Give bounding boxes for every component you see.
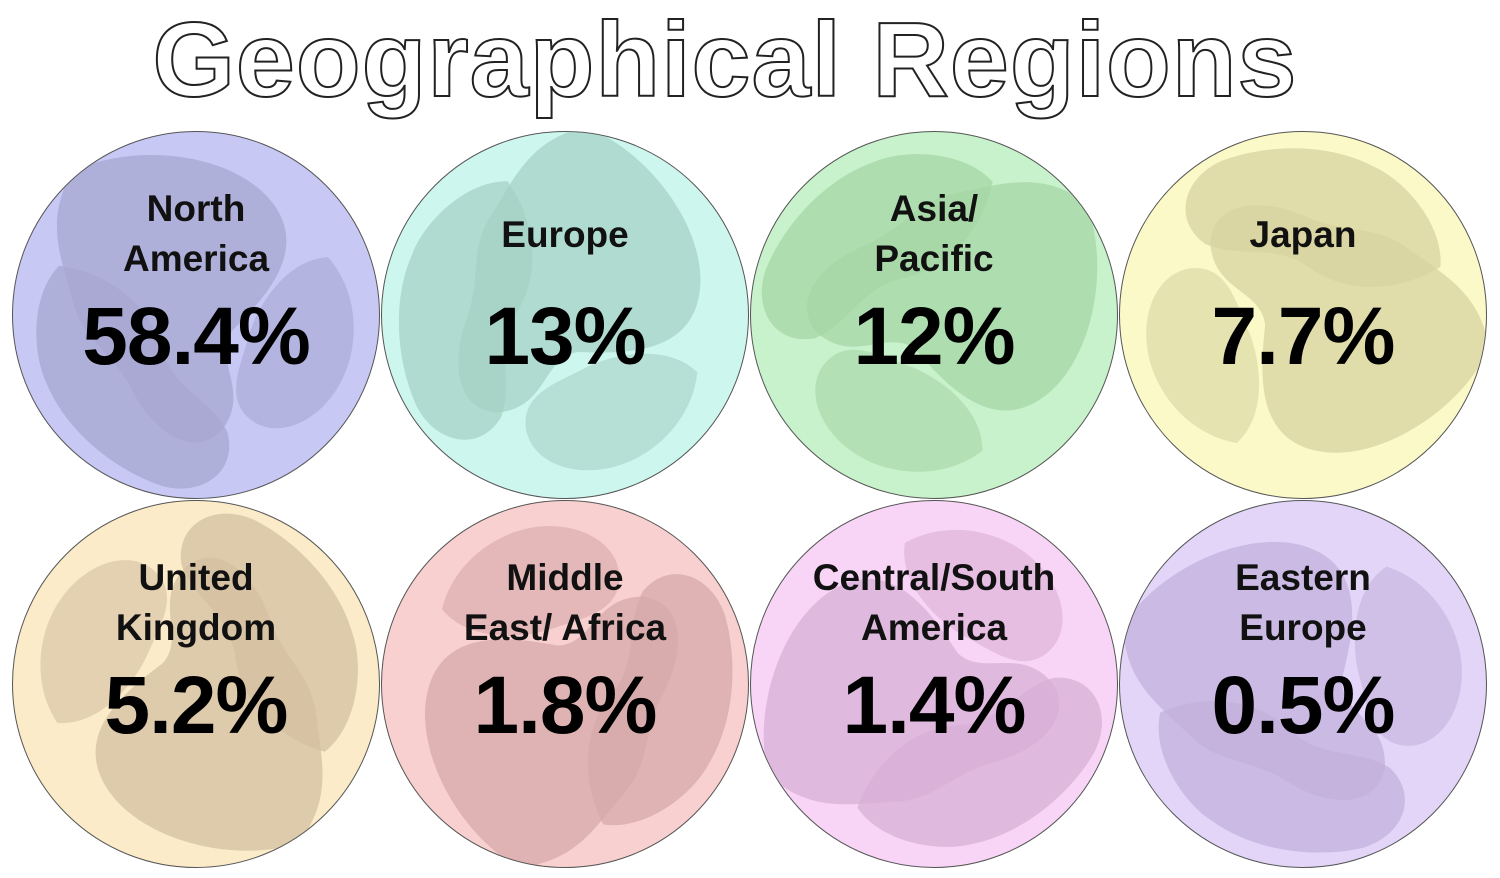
landmass-shape (458, 132, 701, 413)
region-value: 1.4% (842, 660, 1027, 751)
region-name: Japan (1249, 214, 1357, 255)
landmass-shape (1185, 148, 1441, 287)
region-value: 7.7% (1211, 291, 1396, 382)
landmass-shape (525, 353, 698, 471)
landmass-icon (1146, 148, 1486, 453)
landmass-shape (761, 154, 993, 340)
chart-title: Geographical Regions (151, 0, 1298, 120)
landmass-shape (587, 574, 733, 826)
globe-united-kingdom: United Kingdom 5.2% (12, 500, 380, 868)
region-value: 58.4% (82, 291, 311, 382)
globe-north-america: North America 58.4% (12, 131, 380, 499)
globe-asia-pacific: Asia/ Pacific 12% (750, 131, 1118, 499)
landmass-icon (1123, 541, 1462, 853)
globe-central-south-america: Central/South America 1.4% (750, 500, 1118, 868)
landmass-shape (1146, 268, 1260, 444)
region-name: Eastern Europe (1235, 557, 1371, 648)
landmass-shape (40, 560, 168, 723)
globe-eastern-europe: Eastern Europe 0.5% (1119, 500, 1487, 868)
region-name: Middle East/ Africa (463, 557, 667, 648)
landmass-icon (425, 526, 733, 867)
landmass-shape (236, 257, 354, 429)
region-value: 13% (484, 291, 646, 382)
landmass-icon (763, 529, 1102, 847)
landmass-shape (1123, 541, 1385, 800)
globe-japan: Japan 7.7% (1119, 131, 1487, 499)
landmass-shape (1354, 566, 1462, 746)
landmass-shape (904, 529, 1063, 662)
globe-europe: Europe 13% (381, 131, 749, 499)
landmass-shape (1158, 701, 1405, 853)
region-value: 1.8% (473, 660, 658, 751)
landmass-shape (857, 677, 1102, 847)
region-value: 12% (853, 291, 1015, 382)
landmass-shape (56, 154, 287, 443)
region-name: United Kingdom (115, 557, 277, 648)
region-name: Europe (501, 214, 629, 255)
landmass-icon (761, 154, 1098, 472)
globe-middle-east-africa: Middle East/ Africa 1.8% (381, 500, 749, 868)
region-name: Asia/ Pacific (874, 188, 994, 279)
region-name: North America (122, 188, 270, 279)
landmass-shape (441, 526, 620, 636)
landmass-icon (36, 154, 354, 489)
landmass-icon (40, 513, 358, 851)
landmass-icon (398, 132, 701, 471)
landmass-shape (815, 349, 983, 472)
region-name: Central/South America (812, 557, 1056, 648)
landmass-shape (398, 181, 533, 440)
region-value: 5.2% (104, 660, 289, 751)
landmass-shape (36, 265, 230, 489)
region-value: 0.5% (1211, 660, 1396, 751)
landmass-shape (180, 513, 358, 752)
